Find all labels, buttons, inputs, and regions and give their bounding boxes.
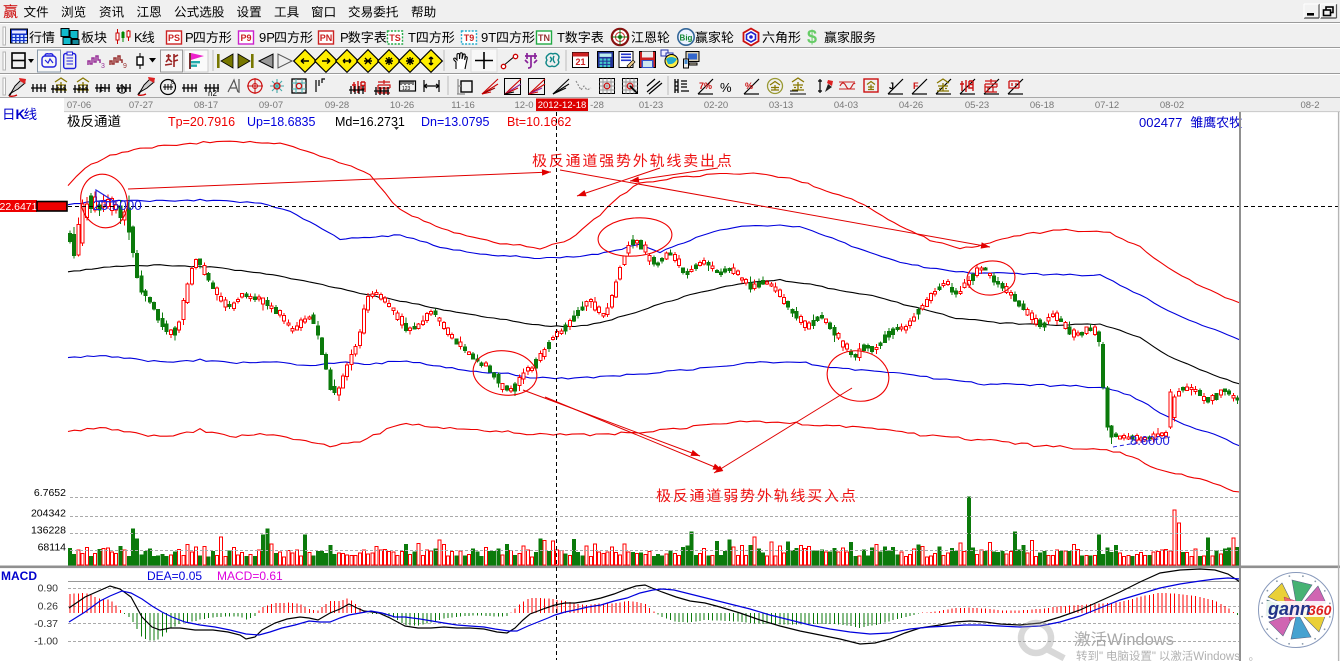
svg-text:11-16: 11-16 bbox=[451, 100, 475, 111]
svg-text:P9: P9 bbox=[240, 33, 251, 43]
svg-text:08-17: 08-17 bbox=[194, 100, 218, 111]
svg-text:05-23: 05-23 bbox=[965, 100, 989, 111]
svg-text:PN: PN bbox=[320, 33, 333, 43]
svg-text:07-06: 07-06 bbox=[67, 100, 91, 111]
svg-text:F: F bbox=[913, 81, 919, 91]
svg-text:MACD=0.61: MACD=0.61 bbox=[217, 569, 283, 583]
svg-text:n2: n2 bbox=[208, 89, 217, 98]
svg-text:Big: Big bbox=[680, 34, 693, 43]
svg-text:K: K bbox=[134, 30, 143, 45]
svg-text:-28: -28 bbox=[590, 100, 604, 111]
svg-text:T: T bbox=[408, 30, 416, 45]
svg-text:08-02: 08-02 bbox=[1160, 100, 1184, 111]
svg-text:-0.37: -0.37 bbox=[34, 618, 58, 630]
svg-text:Dn=13.0795: Dn=13.0795 bbox=[421, 115, 490, 129]
svg-text:136228: 136228 bbox=[31, 525, 66, 537]
svg-text:03-13: 03-13 bbox=[769, 100, 793, 111]
svg-text:7%: 7% bbox=[699, 81, 712, 91]
svg-text:Md=16.2731: Md=16.2731 bbox=[335, 115, 405, 129]
svg-text:07-27: 07-27 bbox=[129, 100, 153, 111]
svg-text:T: T bbox=[557, 30, 565, 45]
svg-text:0.90: 0.90 bbox=[38, 583, 59, 595]
svg-text:002477: 002477 bbox=[1139, 115, 1182, 130]
svg-text:08-2: 08-2 bbox=[1300, 100, 1319, 111]
svg-text:$: $ bbox=[807, 27, 817, 47]
svg-text:2012-12-18: 2012-12-18 bbox=[538, 100, 587, 111]
svg-text:F: F bbox=[99, 86, 104, 95]
svg-text:06-18: 06-18 bbox=[1030, 100, 1054, 111]
svg-text:23.5000: 23.5000 bbox=[93, 198, 142, 213]
svg-text:DEA=0.05: DEA=0.05 bbox=[147, 569, 202, 583]
svg-text:TN: TN bbox=[538, 33, 550, 43]
svg-text:04-26: 04-26 bbox=[899, 100, 923, 111]
svg-text:6: 6 bbox=[171, 80, 175, 86]
svg-text:K: K bbox=[16, 107, 26, 122]
svg-text:123: 123 bbox=[402, 86, 411, 92]
svg-text:T9: T9 bbox=[464, 33, 475, 43]
svg-text:TS: TS bbox=[389, 33, 401, 43]
svg-text:6.7652: 6.7652 bbox=[34, 487, 66, 499]
svg-text:01-23: 01-23 bbox=[639, 100, 663, 111]
svg-text:": " bbox=[1152, 651, 1156, 661]
svg-text:02-20: 02-20 bbox=[704, 100, 728, 111]
svg-text:9: 9 bbox=[123, 63, 127, 70]
svg-text:04-03: 04-03 bbox=[834, 100, 858, 111]
svg-text:Windows: Windows bbox=[1107, 631, 1174, 649]
svg-text:10-26: 10-26 bbox=[390, 100, 414, 111]
svg-text:%: % bbox=[720, 80, 732, 95]
svg-text:07-12: 07-12 bbox=[1095, 100, 1119, 111]
svg-text:09-07: 09-07 bbox=[259, 100, 283, 111]
svg-text:9P: 9P bbox=[259, 30, 275, 45]
svg-text:21: 21 bbox=[575, 57, 585, 67]
svg-text:204342: 204342 bbox=[31, 508, 66, 520]
svg-text:": " bbox=[1099, 651, 1103, 661]
svg-text:%: % bbox=[745, 81, 753, 91]
svg-text:PS: PS bbox=[168, 33, 180, 43]
svg-text:MACD: MACD bbox=[1, 569, 37, 583]
svg-text:9T: 9T bbox=[481, 30, 496, 45]
svg-text:0.26: 0.26 bbox=[38, 601, 59, 613]
svg-text:360: 360 bbox=[1308, 602, 1332, 618]
svg-text:68114: 68114 bbox=[38, 542, 67, 554]
svg-text:P: P bbox=[340, 30, 349, 45]
svg-text:22.6471: 22.6471 bbox=[0, 201, 38, 213]
svg-text:J: J bbox=[889, 81, 894, 91]
svg-text:3: 3 bbox=[101, 63, 105, 70]
svg-text:Bt=10.1662: Bt=10.1662 bbox=[507, 115, 571, 129]
svg-text:gann: gann bbox=[1267, 599, 1311, 619]
svg-text:12-0: 12-0 bbox=[514, 100, 533, 111]
svg-text:Tp=20.7916: Tp=20.7916 bbox=[168, 115, 235, 129]
svg-text:P: P bbox=[185, 30, 194, 45]
svg-text:Up=18.6835: Up=18.6835 bbox=[247, 115, 316, 129]
svg-text:-1.00: -1.00 bbox=[34, 636, 58, 648]
svg-text:09-28: 09-28 bbox=[325, 100, 349, 111]
svg-text:Windows: Windows bbox=[1193, 651, 1240, 661]
